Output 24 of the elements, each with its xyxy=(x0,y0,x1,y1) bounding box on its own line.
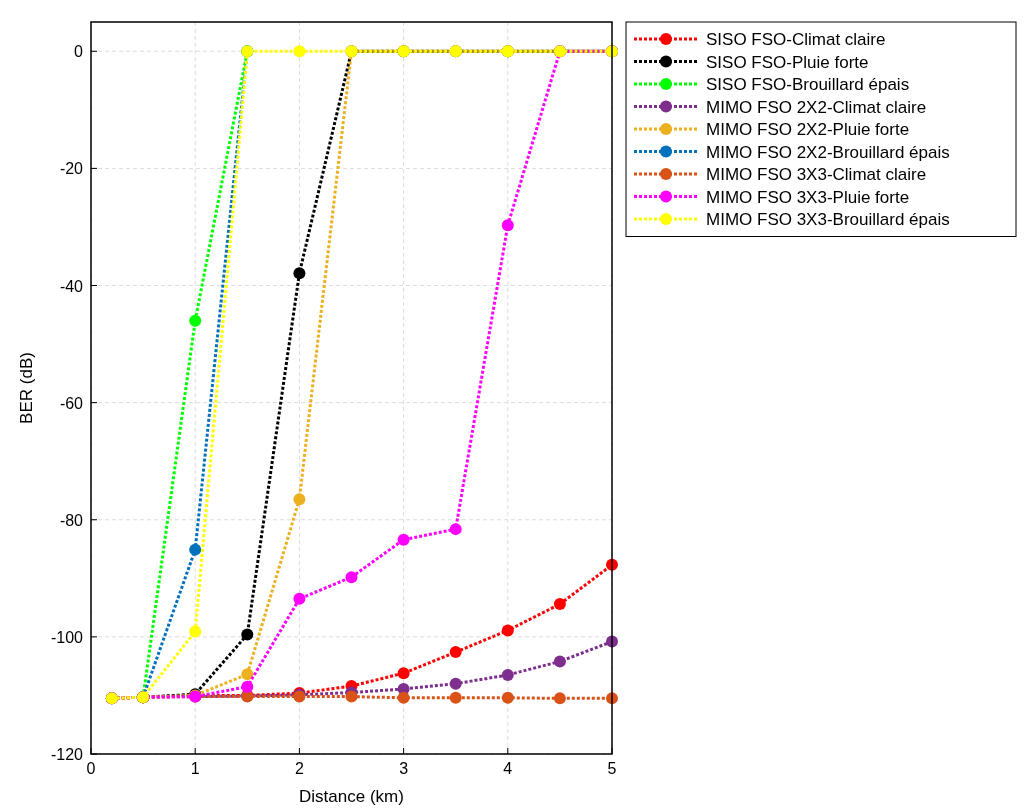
y-tick-label: -100 xyxy=(50,628,84,646)
legend-label: MIMO FSO 3X3-Climat claire xyxy=(706,165,927,184)
y-axis-title: BER (dB) xyxy=(17,352,36,424)
legend-label: MIMO FSO 3X3-Brouillard épais xyxy=(706,210,950,229)
x-tick-label: 5 xyxy=(607,760,617,777)
legend-label: MIMO FSO 3X3-Pluie forte xyxy=(706,187,910,207)
legend-label: MIMO FSO 2X2-Climat claire xyxy=(706,97,927,117)
legend-label: SISO FSO-Pluie forte xyxy=(706,52,869,72)
x-tick-label: 0 xyxy=(86,760,96,777)
y-tick-label: -120 xyxy=(50,746,84,763)
legend-label: MIMO FSO 2X2-Brouillard épais xyxy=(706,142,950,162)
y-tick-label: -80 xyxy=(59,511,84,529)
legend-label: SISO FSO-Brouillard épais xyxy=(706,75,910,94)
y-tick-label: -60 xyxy=(59,394,84,412)
y-tick-label: 0 xyxy=(74,43,84,61)
x-tick-label: 3 xyxy=(399,760,409,777)
x-tick-label: 2 xyxy=(294,760,304,777)
legend-label: SISO FSO-Climat claire xyxy=(706,30,886,49)
y-tick-label: -40 xyxy=(59,277,84,295)
x-tick-label: 1 xyxy=(190,760,200,777)
y-tick-label: -20 xyxy=(59,160,84,178)
legend-label: MIMO FSO 2X2-Pluie forte xyxy=(706,120,910,139)
x-axis-title: Distance (km) xyxy=(299,787,404,806)
x-tick-label: 4 xyxy=(503,760,513,777)
